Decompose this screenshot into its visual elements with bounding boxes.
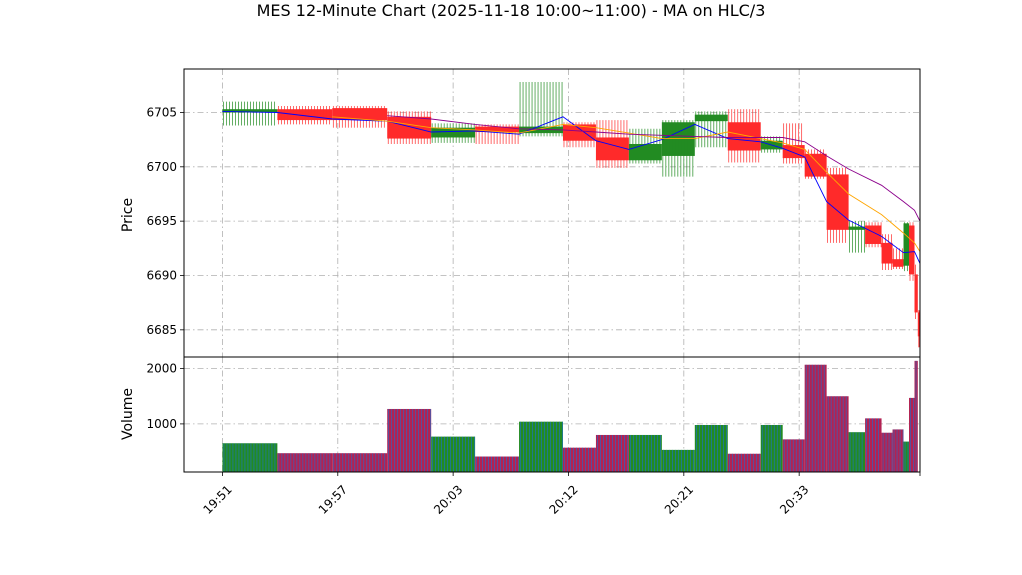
candle — [804, 149, 827, 179]
candle-body — [727, 122, 761, 151]
volume-bar — [865, 418, 882, 472]
candle — [222, 101, 278, 126]
volume-panel: 1000 2000 19:51 19:57 20:03 20:12 20:21 20:33 — [146, 356, 921, 517]
moving-average-line — [387, 115, 921, 222]
volume-bar — [431, 436, 476, 472]
candle-body — [914, 274, 918, 313]
volume-bar — [332, 453, 388, 472]
volume-bar — [914, 360, 918, 472]
volume-axis-label: Volume — [120, 388, 136, 440]
candle — [826, 167, 849, 243]
volume-bar — [628, 434, 662, 472]
price-tick-label: 6685 — [146, 323, 177, 337]
candle-body — [892, 259, 904, 267]
volume-bar — [277, 453, 333, 472]
volume-bar-fill — [881, 432, 893, 472]
candle — [332, 105, 388, 128]
volume-tick-label: 1000 — [146, 417, 177, 431]
candle-body — [804, 153, 827, 177]
candle — [917, 310, 920, 348]
volume-bar-fill — [892, 429, 904, 472]
volume-bar-fill — [865, 418, 882, 472]
price-panel: 6685 6690 6695 6700 6705 — [146, 68, 921, 358]
volume-tick-label: 2000 — [146, 362, 177, 376]
candle — [727, 109, 761, 163]
volume-bar — [892, 429, 904, 472]
candle — [892, 248, 904, 269]
volume-bar — [727, 453, 761, 472]
candle-body — [661, 122, 695, 156]
candle-body — [332, 108, 388, 121]
volume-bar — [909, 397, 915, 472]
candle-body — [903, 223, 910, 266]
x-tick-label: 20:03 — [431, 482, 465, 516]
volume-bar — [387, 408, 432, 472]
volume-bar — [661, 449, 695, 472]
candle — [519, 82, 563, 137]
price-tick-label: 6700 — [146, 160, 177, 174]
candle — [694, 111, 728, 148]
candle — [431, 123, 476, 143]
candle — [848, 221, 866, 253]
volume-bar — [826, 396, 849, 472]
candle — [881, 234, 893, 271]
price-tick-label: 6695 — [146, 214, 177, 228]
candle — [903, 222, 910, 272]
candle-body — [222, 109, 278, 113]
candle — [914, 264, 918, 319]
candle-body — [848, 226, 866, 230]
volume-bar — [804, 364, 827, 472]
price-axis-label: Price — [120, 198, 136, 232]
candle-body — [694, 114, 728, 122]
volume-bar — [475, 456, 520, 472]
volume-bar-fill — [475, 456, 520, 472]
volume-bar-fill — [848, 432, 866, 472]
x-tick-label: 20:33 — [777, 482, 811, 516]
chart-title: MES 12-Minute Chart (2025-11-18 10:00~11… — [257, 1, 766, 20]
volume-bar-fill — [804, 364, 827, 472]
volume-bar — [222, 443, 278, 472]
volume-bar — [760, 425, 783, 472]
candle — [387, 111, 432, 144]
price-tick-label: 6690 — [146, 268, 177, 282]
candle — [475, 124, 520, 144]
x-tick-label: 20:21 — [662, 482, 696, 516]
volume-bar-fill — [826, 396, 849, 472]
volume-bar-fill — [909, 397, 915, 472]
candle-body — [909, 225, 915, 275]
volume-bar-fill — [782, 439, 805, 472]
candle — [661, 120, 695, 177]
volume-bar — [782, 439, 805, 472]
volume-bar — [881, 432, 893, 472]
volume-bar — [903, 441, 910, 472]
moving-average-line — [222, 110, 921, 264]
moving-average-line — [332, 116, 921, 252]
x-tick-label: 19:57 — [316, 482, 350, 516]
candle-body — [277, 109, 333, 121]
volume-bar — [595, 434, 629, 472]
volume-bar — [519, 421, 563, 472]
candle-body — [881, 242, 893, 264]
price-tick-label: 6705 — [146, 105, 177, 119]
volume-bar — [848, 432, 866, 472]
x-tick-label: 19:51 — [200, 482, 234, 516]
volume-axes-frame — [183, 356, 921, 473]
candle — [562, 122, 596, 148]
volume-bar — [694, 425, 728, 472]
volume-bar-fill — [760, 425, 783, 472]
volume-bar-fill — [222, 443, 278, 472]
candle — [277, 105, 333, 125]
volume-bar — [562, 447, 596, 472]
x-tick-label: 20:12 — [546, 482, 580, 516]
candle — [595, 120, 629, 168]
volume-bar-fill — [903, 441, 910, 472]
